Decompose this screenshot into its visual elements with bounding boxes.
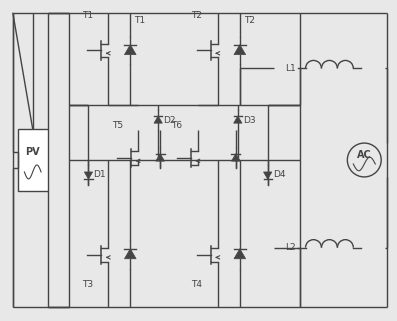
Text: T1: T1 [82,11,93,20]
Text: T4: T4 [191,280,202,289]
Text: L2: L2 [285,243,296,252]
Text: D3: D3 [243,116,255,125]
Bar [18,129,48,191]
Polygon shape [234,45,246,55]
Text: T6: T6 [172,121,183,130]
Text: T2: T2 [191,11,202,20]
Polygon shape [231,154,240,161]
Text: T5: T5 [112,121,123,130]
Polygon shape [156,154,165,161]
Polygon shape [154,116,162,123]
Polygon shape [84,172,93,179]
Text: T2: T2 [244,16,255,25]
Polygon shape [124,45,136,55]
Polygon shape [124,249,136,259]
Text: D2: D2 [163,116,175,125]
Text: AC: AC [357,150,372,160]
Polygon shape [234,249,246,259]
Text: D4: D4 [273,170,285,179]
Text: L1: L1 [285,64,296,73]
Text: T1: T1 [134,16,145,25]
Text: T3: T3 [82,280,93,289]
Polygon shape [264,172,272,179]
Text: D1: D1 [93,170,106,179]
Polygon shape [234,116,242,123]
Text: PV: PV [25,147,40,157]
